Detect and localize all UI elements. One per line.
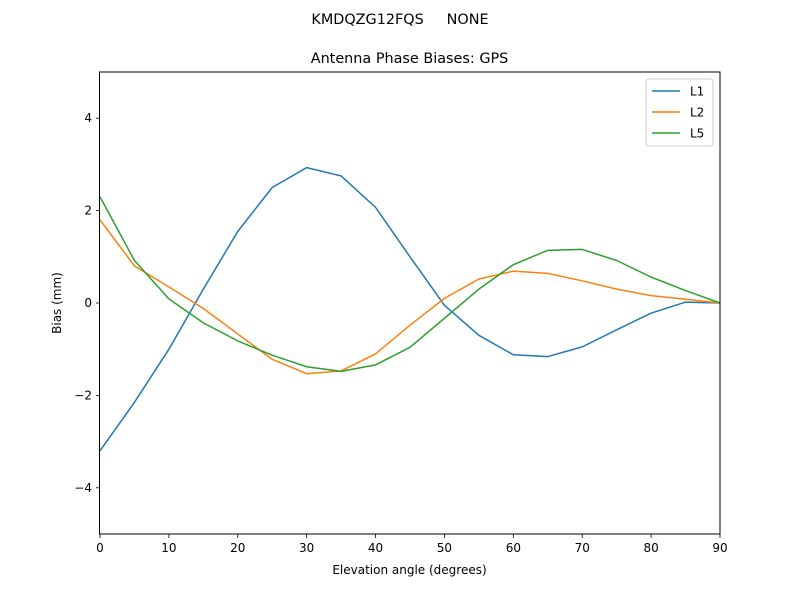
y-tick-label: 0 (84, 296, 92, 310)
x-tick-label: 60 (506, 541, 521, 555)
legend-label-l1: L1 (690, 85, 704, 99)
legend: L1 L2 L5 (645, 78, 714, 147)
x-tick-label: 70 (575, 541, 590, 555)
x-tick-label: 10 (161, 541, 176, 555)
series-line-l2 (99, 219, 721, 375)
x-axis: 0 10 20 30 40 50 60 70 80 90 (96, 534, 728, 555)
x-tick-label: 40 (368, 541, 383, 555)
plot-frame (99, 71, 721, 535)
y-tick-label: −4 (74, 481, 92, 495)
x-tick-label: 0 (96, 541, 104, 555)
series-line-l1 (99, 166, 721, 452)
y-tick-label: 2 (84, 204, 92, 218)
y-tick-label: 4 (84, 111, 92, 125)
x-axis-label: Elevation angle (degrees) (332, 563, 486, 577)
x-tick-label: 30 (299, 541, 314, 555)
legend-label-l2: L2 (690, 106, 704, 120)
x-tick-label: 80 (643, 541, 658, 555)
chart-title: Antenna Phase Biases: GPS (311, 51, 509, 67)
y-axis: −4 −2 0 2 4 (74, 111, 100, 495)
series-line-l5 (99, 196, 721, 373)
x-tick-label: 50 (437, 541, 452, 555)
legend-label-l5: L5 (690, 127, 704, 141)
series-lines (99, 166, 721, 452)
x-tick-label: 20 (230, 541, 245, 555)
y-axis-label: Bias (mm) (50, 272, 64, 334)
y-tick-label: −2 (74, 388, 92, 402)
figure-suptitle: KMDQZG12FQS NONE (311, 12, 488, 28)
x-tick-label: 90 (712, 541, 727, 555)
